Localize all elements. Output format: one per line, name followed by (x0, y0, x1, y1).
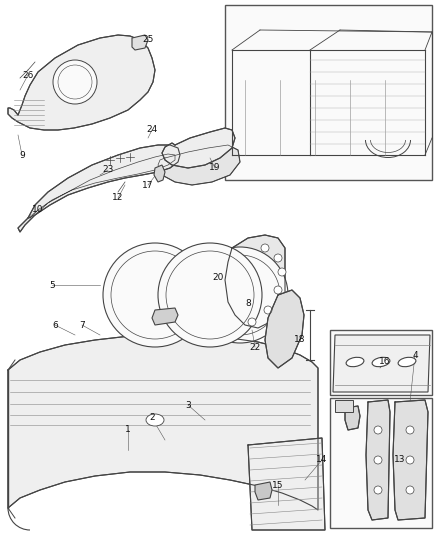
Ellipse shape (346, 357, 364, 367)
Text: 7: 7 (79, 320, 85, 329)
Polygon shape (333, 335, 430, 392)
Text: 4: 4 (412, 351, 418, 359)
Polygon shape (152, 308, 178, 325)
Polygon shape (255, 482, 272, 500)
Text: 18: 18 (294, 335, 306, 344)
Circle shape (274, 286, 282, 294)
Polygon shape (158, 145, 240, 185)
Polygon shape (248, 438, 325, 530)
Text: 13: 13 (394, 456, 406, 464)
Polygon shape (265, 290, 304, 368)
Bar (330, 398, 432, 528)
Ellipse shape (146, 414, 164, 426)
Text: 2: 2 (149, 414, 155, 423)
Polygon shape (162, 128, 235, 168)
Circle shape (200, 255, 280, 335)
Polygon shape (366, 400, 390, 520)
Bar (225, 5, 432, 180)
Text: 10: 10 (32, 206, 44, 214)
Polygon shape (132, 35, 148, 50)
Circle shape (111, 251, 199, 339)
Circle shape (406, 456, 414, 464)
Ellipse shape (372, 357, 390, 367)
Text: 17: 17 (142, 181, 154, 190)
Circle shape (278, 268, 286, 276)
Text: 3: 3 (185, 400, 191, 409)
Text: 24: 24 (146, 125, 158, 134)
Circle shape (58, 65, 92, 99)
Circle shape (261, 244, 269, 252)
Polygon shape (225, 235, 285, 328)
Polygon shape (154, 165, 165, 182)
Bar (330, 330, 432, 395)
Circle shape (248, 318, 256, 326)
Polygon shape (393, 400, 428, 520)
Text: 9: 9 (19, 150, 25, 159)
Text: 8: 8 (245, 298, 251, 308)
Circle shape (374, 486, 382, 494)
Text: 22: 22 (250, 343, 260, 351)
Circle shape (406, 426, 414, 434)
Circle shape (53, 60, 97, 104)
Text: 16: 16 (379, 358, 391, 367)
Ellipse shape (398, 357, 416, 367)
Circle shape (103, 243, 207, 347)
Text: 14: 14 (316, 456, 328, 464)
Text: 23: 23 (102, 166, 114, 174)
Text: 19: 19 (209, 164, 221, 173)
Text: 6: 6 (52, 320, 58, 329)
Circle shape (192, 247, 288, 343)
Circle shape (158, 243, 262, 347)
Polygon shape (8, 334, 318, 510)
Circle shape (264, 306, 272, 314)
Circle shape (274, 254, 282, 262)
Circle shape (166, 251, 254, 339)
Text: 15: 15 (272, 481, 284, 489)
Text: 20: 20 (212, 273, 224, 282)
Circle shape (406, 486, 414, 494)
Polygon shape (18, 145, 180, 232)
Text: 25: 25 (142, 36, 154, 44)
Circle shape (374, 456, 382, 464)
Polygon shape (345, 406, 360, 430)
Text: 5: 5 (49, 280, 55, 289)
Bar (335, 400, 353, 412)
Circle shape (374, 426, 382, 434)
Polygon shape (8, 35, 155, 130)
Text: 26: 26 (22, 70, 34, 79)
Text: 1: 1 (125, 425, 131, 434)
Text: 12: 12 (112, 193, 124, 203)
